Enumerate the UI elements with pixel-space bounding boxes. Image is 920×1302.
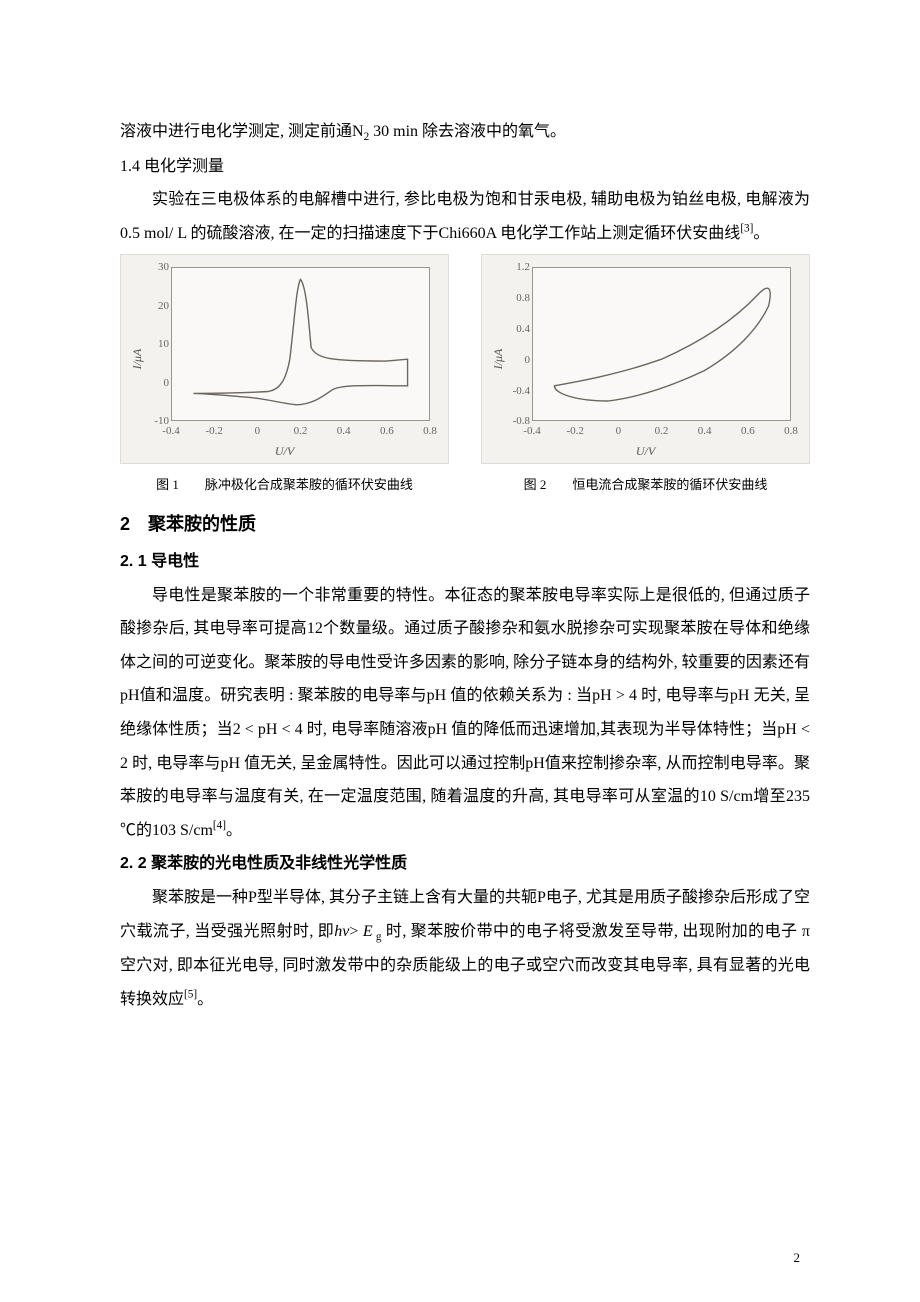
axis-y-label: I/μA [491,349,506,370]
xtick: -0.4 [517,425,547,437]
xtick: 0.6 [733,425,763,437]
cv-curve-2 [533,268,790,420]
heading-2-2: 2. 2 聚苯胺的光电性质及非线性光学性质 [120,847,810,881]
paragraph-1-4: 实验在三电极体系的电解槽中进行, 参比电极为饱和甘汞电极, 辅助电极为铂丝电极,… [120,183,810,250]
xtick: 0.8 [776,425,806,437]
text: 。 [753,225,769,242]
symbol-hv: hν [334,923,349,940]
figure-2-plot: I/μA U/V -0.8-0.400.40.81.2-0.4-0.200.20… [481,254,810,464]
page-number: 2 [794,1250,801,1266]
xtick: 0.2 [647,425,677,437]
figure-1: I/μA U/V -100102030-0.4-0.200.20.40.60.8… [120,254,449,493]
citation-5: [5] [184,989,197,1001]
xtick: -0.4 [156,425,186,437]
text: > [349,923,358,940]
axis-x-label: U/V [121,444,448,459]
xtick: 0 [242,425,272,437]
xtick: 0.6 [372,425,402,437]
figure-1-caption: 图 1 脉冲极化合成聚苯胺的循环伏安曲线 [120,464,449,493]
xtick: 0.2 [286,425,316,437]
text: 溶液中进行电化学测定, 测定前通N [120,123,364,140]
symbol-E: E [363,923,373,940]
ytick: 20 [147,300,169,312]
ytick: -0.4 [508,385,530,397]
xtick: 0.4 [329,425,359,437]
text: 。 [197,991,213,1008]
paragraph-2-1: 导电性是聚苯胺的一个非常重要的特性。本征态的聚苯胺电导率实际上是很低的, 但通过… [120,579,810,848]
heading-2: 2 聚苯胺的性质 [120,499,810,545]
xtick: 0.8 [415,425,445,437]
text: 。 [226,822,242,839]
xtick: 0.4 [690,425,720,437]
citation-3: [3] [740,223,753,235]
citation-4: [4] [213,820,226,832]
ytick: 0 [147,377,169,389]
ytick: 30 [147,261,169,273]
ytick: 1.2 [508,261,530,273]
ytick: 0.8 [508,292,530,304]
ytick: 0.4 [508,323,530,335]
heading-2-1: 2. 1 导电性 [120,545,810,579]
figure-2-caption: 图 2 恒电流合成聚苯胺的循环伏安曲线 [481,464,810,493]
axis-y-label: I/μA [130,349,145,370]
figures-row: I/μA U/V -100102030-0.4-0.200.20.40.60.8… [120,254,810,493]
text: 实验在三电极体系的电解槽中进行, 参比电极为饱和甘汞电极, 辅助电极为铂丝电极,… [120,191,810,242]
figure-1-plot: I/μA U/V -100102030-0.4-0.200.20.40.60.8 [120,254,449,464]
page: 溶液中进行电化学测定, 测定前通N2 30 min 除去溶液中的氧气。 1.4 … [0,0,920,1302]
xtick: 0 [603,425,633,437]
ytick: 10 [147,338,169,350]
xtick: -0.2 [199,425,229,437]
xtick: -0.2 [560,425,590,437]
cv-curve-1 [172,268,429,420]
text: 导电性是聚苯胺的一个非常重要的特性。本征态的聚苯胺电导率实际上是很低的, 但通过… [120,587,810,839]
axis-x-label: U/V [482,444,809,459]
paragraph-2-2: 聚苯胺是一种P型半导体, 其分子主链上含有大量的共轭P电子, 尤其是用质子酸掺杂… [120,881,810,1016]
figure-2: I/μA U/V -0.8-0.400.40.81.2-0.4-0.200.20… [481,254,810,493]
heading-1-4: 1.4 电化学测量 [120,150,810,184]
paragraph-intro-cont: 溶液中进行电化学测定, 测定前通N2 30 min 除去溶液中的氧气。 [120,115,810,150]
text: 30 min 除去溶液中的氧气。 [369,123,566,140]
ytick: 0 [508,354,530,366]
